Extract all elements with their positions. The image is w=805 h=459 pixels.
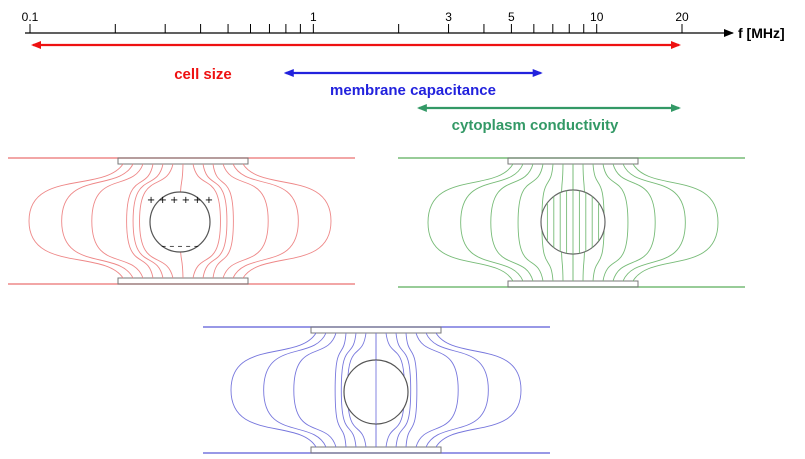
electrode-bottom	[310, 446, 442, 454]
field-line	[612, 163, 656, 282]
field-line	[435, 332, 522, 448]
axis-ticks: 0.1 1 3 5 10 20	[22, 10, 689, 33]
field-line	[517, 163, 544, 282]
field-line	[28, 163, 124, 279]
field-line	[632, 163, 719, 282]
field-line	[395, 332, 412, 448]
field-line	[293, 332, 337, 448]
range-0: cell size	[31, 41, 681, 83]
field-line	[61, 163, 134, 279]
electrode-bottom	[117, 277, 249, 285]
electrode-bottom	[507, 280, 639, 288]
axis-unit-label: f [MHz]	[738, 25, 785, 41]
field-line	[415, 332, 459, 448]
electrode-top	[507, 157, 639, 165]
negative-charges: – – – – –	[161, 241, 199, 252]
field-line	[132, 163, 164, 279]
tick-label: 10	[590, 10, 604, 24]
frequency-ranges: cell size membrane capacitance cytoplasm c…	[31, 41, 681, 134]
electrode-top	[117, 157, 249, 165]
field-line	[405, 332, 418, 448]
range-1: membrane capacitance	[283, 69, 543, 99]
range-label: membrane capacitance	[330, 82, 496, 99]
membrane-field-panel	[203, 326, 550, 454]
field-line	[202, 163, 228, 279]
positive-charges: + + + + + +	[147, 195, 213, 206]
field-line	[460, 163, 524, 282]
field-lines	[230, 332, 522, 448]
range-label: cell size	[174, 66, 232, 83]
tick-label: 20	[675, 10, 689, 24]
tick-label: 3	[445, 10, 452, 24]
field-line	[91, 163, 144, 279]
field-line	[192, 163, 221, 279]
field-line	[242, 163, 332, 279]
field-line	[334, 332, 347, 448]
cell-size-field-panel	[8, 157, 355, 285]
range-2: cytoplasm conductivity	[416, 104, 681, 134]
field-line	[230, 332, 317, 448]
field-line	[427, 163, 514, 282]
field-line	[263, 332, 327, 448]
field-line	[212, 163, 234, 279]
tick-label: 0.1	[22, 10, 39, 24]
field-line	[425, 332, 489, 448]
field-lines	[28, 163, 332, 279]
tick-label: 5	[508, 10, 515, 24]
tick-label: 1	[310, 10, 317, 24]
range-label: cytoplasm conductivity	[452, 117, 619, 134]
field-line	[232, 163, 299, 279]
field-line	[490, 163, 534, 282]
electrode-top	[310, 326, 442, 334]
field-line	[126, 163, 154, 279]
field-line	[622, 163, 686, 282]
frequency-axis: 0.1 1 3 5 10 20 f [MHz]	[22, 10, 785, 41]
field-line	[340, 332, 357, 448]
cytoplasm-field-panel	[398, 157, 745, 288]
cell-circle	[149, 191, 211, 253]
field-line	[139, 163, 174, 279]
field-line	[602, 163, 629, 282]
field-line	[222, 163, 269, 279]
